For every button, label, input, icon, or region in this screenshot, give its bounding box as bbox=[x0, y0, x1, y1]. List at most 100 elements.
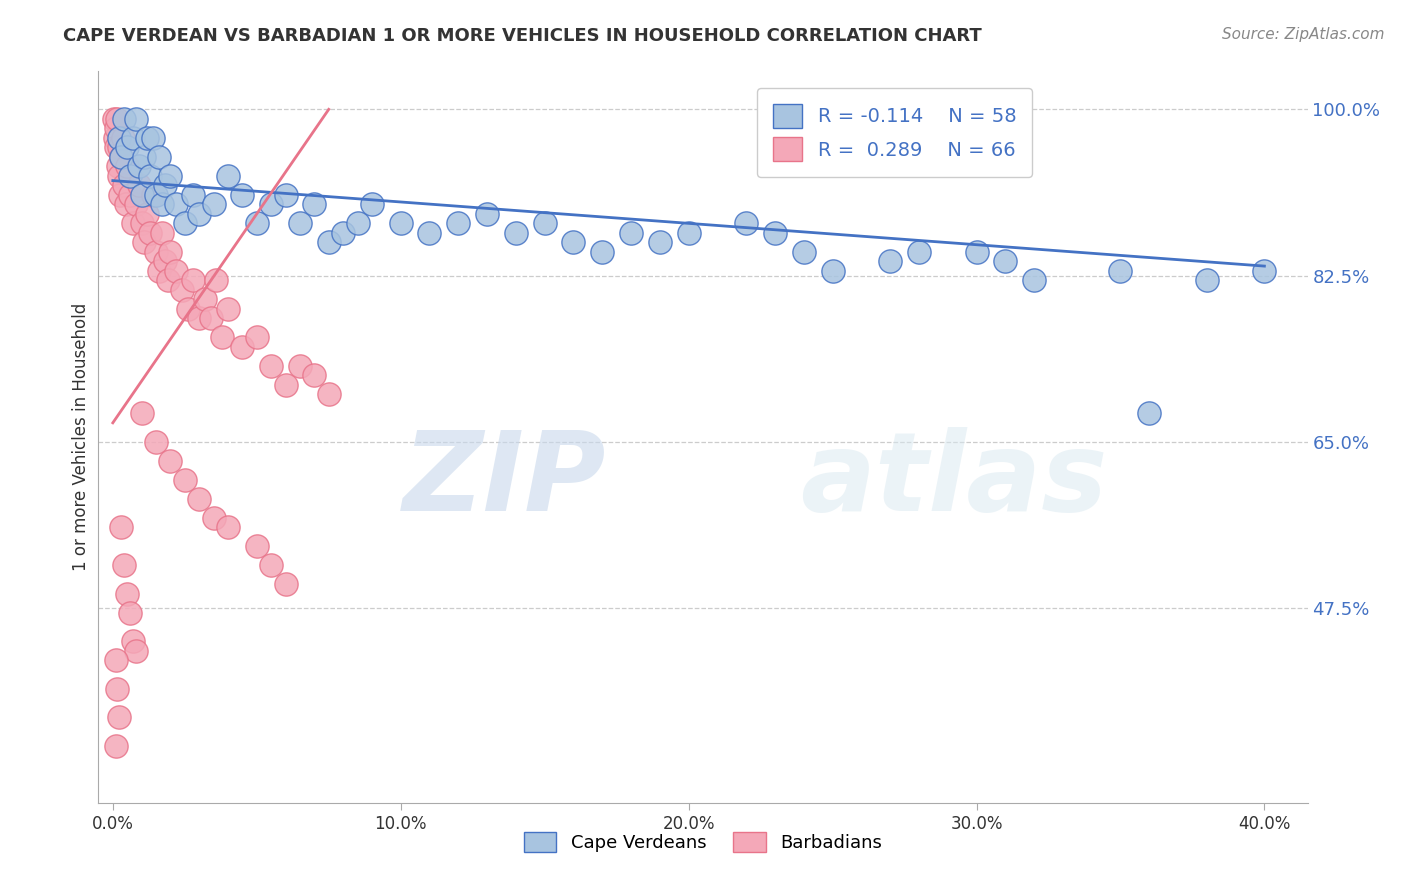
Point bbox=[288, 216, 311, 230]
Point bbox=[110, 520, 132, 534]
Point bbox=[562, 235, 585, 250]
Point bbox=[994, 254, 1017, 268]
Point bbox=[150, 226, 173, 240]
Point bbox=[115, 140, 138, 154]
Point bbox=[418, 226, 440, 240]
Point bbox=[165, 197, 187, 211]
Point bbox=[105, 112, 128, 126]
Point bbox=[188, 311, 211, 326]
Point bbox=[153, 254, 176, 268]
Point bbox=[136, 131, 159, 145]
Point bbox=[103, 112, 125, 126]
Point bbox=[966, 244, 988, 259]
Point bbox=[131, 216, 153, 230]
Point bbox=[112, 112, 135, 126]
Point bbox=[112, 558, 135, 573]
Point bbox=[793, 244, 815, 259]
Point bbox=[908, 244, 931, 259]
Point bbox=[159, 454, 181, 468]
Point bbox=[231, 187, 253, 202]
Point bbox=[128, 159, 150, 173]
Point bbox=[115, 159, 138, 173]
Point bbox=[217, 169, 239, 183]
Point bbox=[107, 710, 129, 724]
Text: CAPE VERDEAN VS BARBADIAN 1 OR MORE VEHICLES IN HOUSEHOLD CORRELATION CHART: CAPE VERDEAN VS BARBADIAN 1 OR MORE VEHI… bbox=[63, 27, 981, 45]
Point bbox=[104, 739, 127, 753]
Point bbox=[122, 131, 145, 145]
Point bbox=[678, 226, 700, 240]
Point bbox=[1109, 264, 1132, 278]
Point bbox=[134, 235, 156, 250]
Point bbox=[122, 634, 145, 648]
Point bbox=[217, 301, 239, 316]
Point bbox=[105, 140, 128, 154]
Point bbox=[139, 169, 162, 183]
Point bbox=[136, 207, 159, 221]
Point bbox=[821, 264, 844, 278]
Point bbox=[274, 377, 297, 392]
Point bbox=[1022, 273, 1045, 287]
Point bbox=[120, 187, 142, 202]
Point bbox=[288, 359, 311, 373]
Point bbox=[114, 197, 136, 211]
Point bbox=[202, 197, 225, 211]
Point bbox=[159, 169, 181, 183]
Point bbox=[128, 178, 150, 193]
Point bbox=[145, 434, 167, 449]
Point bbox=[202, 511, 225, 525]
Point bbox=[107, 140, 129, 154]
Point bbox=[231, 340, 253, 354]
Y-axis label: 1 or more Vehicles in Household: 1 or more Vehicles in Household bbox=[72, 303, 90, 571]
Point bbox=[246, 330, 269, 344]
Point bbox=[211, 330, 233, 344]
Point bbox=[150, 197, 173, 211]
Point bbox=[304, 197, 326, 211]
Point bbox=[648, 235, 671, 250]
Point bbox=[183, 273, 205, 287]
Point bbox=[122, 216, 145, 230]
Point bbox=[879, 254, 901, 268]
Point bbox=[139, 226, 162, 240]
Point bbox=[142, 187, 165, 202]
Point bbox=[145, 187, 167, 202]
Point bbox=[120, 169, 142, 183]
Point bbox=[148, 264, 170, 278]
Point bbox=[170, 283, 193, 297]
Point bbox=[260, 197, 283, 211]
Point bbox=[332, 226, 354, 240]
Point bbox=[107, 131, 129, 145]
Point bbox=[145, 244, 167, 259]
Point bbox=[318, 387, 340, 401]
Text: ZIP: ZIP bbox=[402, 427, 606, 534]
Point bbox=[1137, 406, 1160, 420]
Point bbox=[125, 197, 148, 211]
Point bbox=[111, 131, 134, 145]
Point bbox=[165, 264, 187, 278]
Text: Source: ZipAtlas.com: Source: ZipAtlas.com bbox=[1222, 27, 1385, 42]
Point bbox=[104, 653, 127, 667]
Point bbox=[260, 359, 283, 373]
Point bbox=[107, 159, 129, 173]
Point bbox=[304, 368, 326, 383]
Point bbox=[105, 681, 128, 696]
Point bbox=[591, 244, 613, 259]
Point bbox=[361, 197, 384, 211]
Point bbox=[183, 187, 205, 202]
Point bbox=[246, 539, 269, 553]
Point bbox=[125, 644, 148, 658]
Point bbox=[110, 150, 132, 164]
Legend: Cape Verdeans, Barbadians: Cape Verdeans, Barbadians bbox=[516, 824, 890, 860]
Point bbox=[205, 273, 228, 287]
Point bbox=[533, 216, 555, 230]
Point bbox=[108, 187, 131, 202]
Point bbox=[156, 273, 179, 287]
Point bbox=[108, 169, 131, 183]
Point bbox=[620, 226, 643, 240]
Point bbox=[131, 187, 153, 202]
Point bbox=[110, 150, 132, 164]
Point bbox=[318, 235, 340, 250]
Point bbox=[505, 226, 527, 240]
Point bbox=[194, 293, 217, 307]
Point bbox=[389, 216, 412, 230]
Point bbox=[475, 207, 498, 221]
